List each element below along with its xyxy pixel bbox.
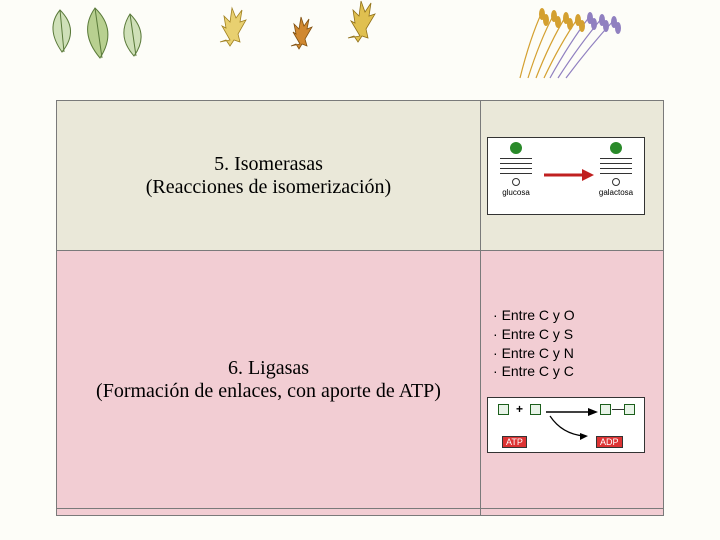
ligase-arrows-icon — [544, 408, 598, 442]
isomerasas-title: 5. Isomerasas — [214, 153, 323, 176]
list-item: Entre C y O — [493, 306, 657, 325]
row-ligasas: 6. Ligasas (Formación de enlaces, con ap… — [57, 251, 663, 509]
bond-bar-icon — [612, 409, 624, 410]
glucose-label: glucosa — [494, 188, 538, 197]
ligasas-bond-list: Entre C y O Entre C y S Entre C y N Entr… — [487, 306, 657, 382]
enzyme-table: 5. Isomerasas (Reacciones de isomerizaci… — [56, 100, 664, 516]
substrate-square-icon — [624, 404, 635, 415]
ligasas-detail-cell: Entre C y O Entre C y S Entre C y N Entr… — [481, 251, 663, 508]
isomerase-diagram: glucosa galactosa — [487, 137, 645, 215]
reaction-arrow-icon — [542, 168, 594, 182]
ligasas-subtitle: (Formación de enlaces, con aporte de ATP… — [96, 380, 441, 403]
ligase-diagram: + ATP ADP — [487, 397, 645, 453]
substrate-square-icon — [498, 404, 509, 415]
ligasas-label-cell: 6. Ligasas (Formación de enlaces, con ap… — [57, 251, 481, 508]
glucose-structure: glucosa — [494, 142, 538, 197]
atp-label: ATP — [502, 436, 527, 448]
row-isomerasas: 5. Isomerasas (Reacciones de isomerizaci… — [57, 101, 663, 251]
sugar-ball-icon — [510, 142, 522, 154]
isomerasas-diagram-cell: glucosa galactosa — [481, 101, 663, 250]
ligasas-title: 6. Ligasas — [228, 357, 309, 380]
adp-label: ADP — [596, 436, 623, 448]
galactose-label: galactosa — [594, 188, 638, 197]
list-item: Entre C y S — [493, 325, 657, 344]
galactose-structure: galactosa — [594, 142, 638, 197]
plus-icon: + — [516, 402, 523, 416]
substrate-square-icon — [530, 404, 541, 415]
isomerasas-label-cell: 5. Isomerasas (Reacciones de isomerizaci… — [57, 101, 481, 250]
decorative-banner — [0, 0, 720, 88]
isomerasas-subtitle: (Reacciones de isomerización) — [146, 176, 391, 199]
list-item: Entre C y N — [493, 344, 657, 363]
row-spacer — [57, 509, 663, 515]
sugar-ball-icon — [610, 142, 622, 154]
substrate-square-icon — [600, 404, 611, 415]
list-item: Entre C y C — [493, 362, 657, 381]
